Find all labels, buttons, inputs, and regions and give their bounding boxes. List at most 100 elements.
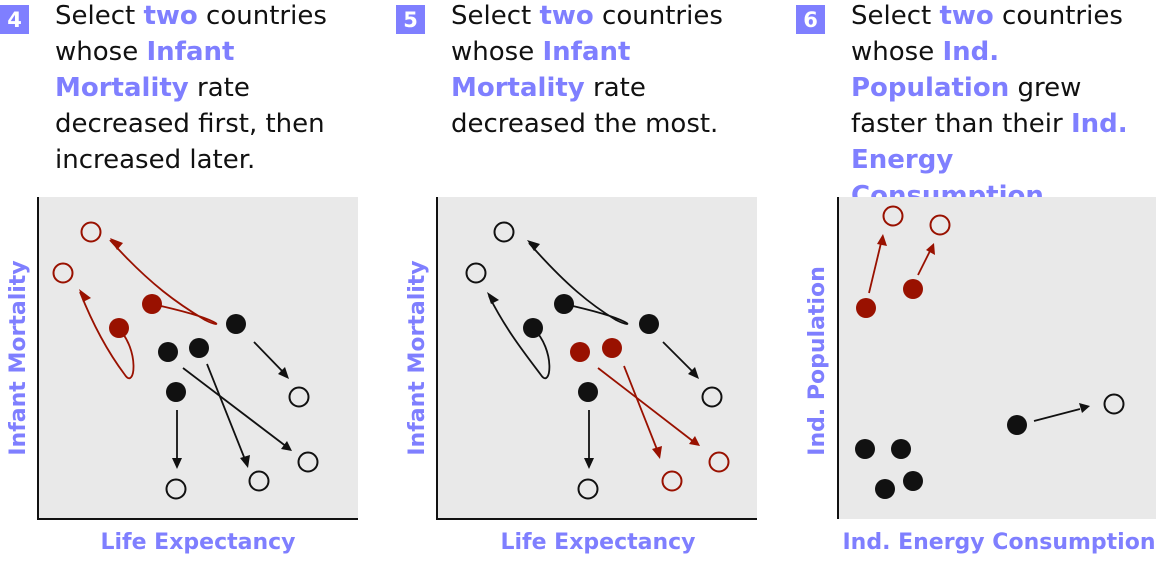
question-prompt: Select two countries whose Ind. Populati… — [851, 0, 1151, 214]
point-end[interactable] — [165, 478, 187, 500]
point-end-red[interactable] — [661, 470, 683, 492]
point-start[interactable] — [189, 338, 209, 358]
highlighted-term: Infant Mortality — [451, 37, 631, 103]
question-number-badge: 5 — [396, 5, 425, 34]
point-end[interactable] — [297, 451, 319, 473]
x-axis-label: Life Expectancy — [100, 530, 295, 555]
trajectory — [206, 363, 247, 463]
prompt-text: countries whose — [851, 1, 1123, 67]
point-start[interactable] — [158, 342, 178, 362]
point-start[interactable] — [855, 439, 875, 459]
point-end[interactable] — [493, 221, 515, 243]
arrowheads-red — [877, 234, 935, 255]
point-start[interactable] — [903, 471, 923, 491]
plot-area — [437, 197, 757, 519]
prompt-text: Select — [851, 1, 940, 31]
trajectory — [488, 295, 551, 379]
points-start — [523, 294, 659, 402]
arrowheads — [487, 240, 699, 469]
trajectories — [488, 242, 696, 462]
point-end-red[interactable] — [80, 221, 102, 243]
panel-question-6: 6 Select two countries whose Ind. Popula… — [796, 0, 1156, 563]
trajectory-plot: Life Expectancy Infant Mortality — [6, 197, 358, 555]
point-end[interactable] — [701, 386, 723, 408]
trajectory-red — [917, 250, 931, 276]
trajectory — [253, 341, 286, 375]
points-start — [109, 294, 246, 402]
point-end-red[interactable] — [929, 214, 951, 236]
points-end — [465, 221, 730, 500]
point-end-red[interactable] — [708, 451, 730, 473]
highlighted-term: two — [539, 1, 594, 31]
point-start[interactable] — [875, 479, 895, 499]
point-end[interactable] — [248, 470, 270, 492]
plot-area — [838, 197, 1156, 519]
highlighted-term: two — [143, 1, 198, 31]
y-axis-label: Infant Mortality — [405, 260, 430, 455]
highlight-trajectories — [79, 239, 218, 379]
highlighted-term: Ind. Population — [851, 37, 1010, 103]
point-start-red[interactable] — [903, 279, 923, 299]
prompt-text: . — [1043, 181, 1053, 211]
point-end[interactable] — [577, 478, 599, 500]
point-start-red[interactable] — [570, 342, 590, 362]
y-axis-label: Ind. Population — [805, 266, 830, 455]
point-start-red[interactable] — [602, 338, 622, 358]
point-start[interactable] — [554, 294, 574, 314]
point-end-red[interactable] — [882, 205, 904, 227]
trajectory-plot: Ind. Energy Consumption Ind. Population — [805, 197, 1156, 555]
points-end — [52, 221, 319, 500]
point-start[interactable] — [1007, 415, 1027, 435]
arrowheads-red — [79, 238, 123, 302]
panel-question-5: 5 Select two countries whose Infant Mort… — [396, 0, 776, 563]
y-axis-label: Infant Mortality — [6, 260, 31, 455]
arrowheads-red — [652, 436, 700, 459]
x-axis-label: Life Expectancy — [500, 530, 695, 555]
trajectory — [528, 242, 629, 325]
point-start[interactable] — [523, 318, 543, 338]
points-end — [882, 205, 1125, 415]
prompt-text: rate decreased first, then increased lat… — [55, 73, 325, 175]
question-number-badge: 4 — [0, 5, 29, 34]
prompt-text: countries whose — [451, 1, 723, 67]
points-start — [855, 279, 1027, 499]
trajectory-red — [623, 365, 659, 453]
prompt-text: grew faster than their — [851, 73, 1082, 139]
arrowheads — [1079, 403, 1090, 413]
point-start-red[interactable] — [109, 318, 129, 338]
plot-area — [38, 197, 358, 519]
question-number-badge: 6 — [796, 5, 825, 34]
prompt-text: rate decreased the most. — [451, 73, 719, 139]
point-start[interactable] — [578, 382, 598, 402]
trajectories — [176, 341, 288, 463]
point-end-red[interactable] — [52, 262, 74, 284]
point-end[interactable] — [465, 262, 487, 284]
point-start-red[interactable] — [856, 298, 876, 318]
trajectory-red — [868, 242, 882, 294]
question-prompt: Select two countries whose Infant Mortal… — [55, 0, 355, 178]
highlight-trajectories — [868, 242, 931, 294]
trajectory-plot: Life Expectancy Infant Mortality — [405, 197, 757, 555]
panel-question-4: 4 Select two countries whose Infant Mort… — [0, 0, 380, 563]
trajectories — [1033, 408, 1081, 422]
highlighted-term: Infant Mortality — [55, 37, 235, 103]
highlighted-term: two — [939, 1, 994, 31]
prompt-text: Select — [451, 1, 540, 31]
trajectory — [1033, 408, 1081, 422]
arrowheads — [172, 367, 292, 469]
trajectory-red-a — [109, 239, 218, 325]
point-start[interactable] — [226, 314, 246, 334]
point-end[interactable] — [288, 386, 310, 408]
point-start[interactable] — [166, 382, 186, 402]
point-start[interactable] — [891, 439, 911, 459]
point-start[interactable] — [639, 314, 659, 334]
x-axis-label: Ind. Energy Consumption — [842, 530, 1155, 555]
trajectory-red — [597, 367, 695, 443]
trajectory — [662, 341, 696, 375]
trajectory — [182, 367, 288, 448]
trajectory-red-b — [79, 291, 135, 379]
point-end[interactable] — [1103, 393, 1125, 415]
point-start-red[interactable] — [142, 294, 162, 314]
prompt-text: countries whose — [55, 1, 327, 67]
highlight-trajectories — [597, 365, 695, 453]
